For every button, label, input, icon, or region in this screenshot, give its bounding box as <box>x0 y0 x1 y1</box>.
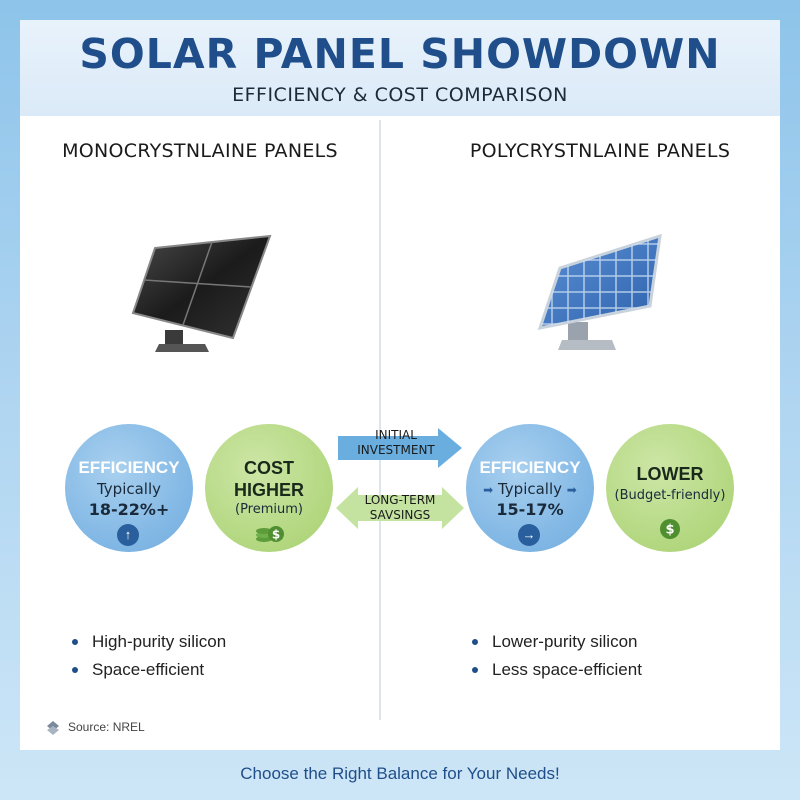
poly-column-title: POLYCRYSTNLAINE PANELS <box>469 140 731 162</box>
list-item: Lower-purity silicon <box>472 628 642 656</box>
poly-cost-label: LOWER <box>636 464 704 484</box>
list-item: Space-efficient <box>72 656 226 684</box>
poly-cost-note: (Budget-friendly) <box>614 488 726 503</box>
mono-bullet-list: High-purity silicon Space-efficient <box>72 628 226 684</box>
footer-tagline: Choose the Right Balance for Your Needs! <box>240 764 560 783</box>
bullet-dot <box>72 667 78 673</box>
initial-investment-line1: INITIAL <box>375 428 417 442</box>
svg-text:$: $ <box>272 528 280 542</box>
source-text: Source: NREL <box>68 720 145 734</box>
column-divider <box>379 120 381 720</box>
long-term-savings-line2: SAVSINGS <box>369 508 431 522</box>
header-banner: SOLAR PANEL SHOWDOWN EFFICIENCY & COST C… <box>20 20 780 116</box>
poly-bullet-text: Less space-efficient <box>492 660 642 679</box>
mono-efficiency-circle: EFFICIENCY Typically 18-22%+ ↑ <box>65 424 193 552</box>
page-subtitle: EFFICIENCY & COST COMPARISON <box>232 84 568 106</box>
small-arrow-right-icon: ➡ <box>483 483 494 497</box>
mono-efficiency-value: 18-22%+ <box>88 500 170 519</box>
page-title: SOLAR PANEL SHOWDOWN <box>79 30 721 78</box>
poly-efficiency-label: EFFICIENCY <box>479 458 581 477</box>
list-item: High-purity silicon <box>72 628 226 656</box>
source-logo-icon <box>47 721 59 735</box>
initial-investment-line2: INVESTMENT <box>357 443 435 457</box>
mono-cost-note: (Premium) <box>235 502 303 517</box>
poly-cost-circle: LOWER (Budget-friendly) $ <box>606 424 734 552</box>
poly-efficiency-typically: Typically <box>497 480 563 498</box>
dollar-icon: $ <box>660 519 680 539</box>
svg-text:$: $ <box>665 523 674 538</box>
small-arrow-right-icon: ➡ <box>566 483 577 497</box>
arrow-right-icon: → <box>518 524 540 546</box>
coins-dollar-icon: $ <box>256 526 284 542</box>
mono-cost-value: HIGHER <box>233 480 304 500</box>
infographic-card: SOLAR PANEL SHOWDOWN EFFICIENCY & COST C… <box>20 20 780 750</box>
long-term-savings-label: LONG-TERM SAVSINGS <box>350 493 450 523</box>
monocrystalline-panel-icon <box>131 234 272 352</box>
mono-bullet-text: High-purity silicon <box>92 632 227 651</box>
poly-bullet-list: Lower-purity silicon Less space-efficien… <box>472 628 642 684</box>
arrow-up-icon: ↑ <box>117 524 139 546</box>
mono-efficiency-label: EFFICIENCY <box>78 458 180 477</box>
mono-column-title: MONOCRYSTNLAINE PANELS <box>62 140 338 162</box>
poly-bullet-text: Lower-purity silicon <box>492 632 638 651</box>
bullet-dot <box>472 667 478 673</box>
poly-efficiency-line1: ➡ Typically ➡ <box>466 480 594 498</box>
initial-investment-arrow <box>338 428 462 468</box>
initial-investment-label: INITIAL INVESTMENT <box>344 428 448 458</box>
mono-cost-circle: COST HIGHER (Premium) $ <box>205 424 333 552</box>
mono-efficiency-line1: Typically <box>96 480 162 498</box>
polycrystalline-panel-icon <box>537 233 662 350</box>
mono-bullet-text: Space-efficient <box>92 660 205 679</box>
long-term-savings-arrow <box>336 487 464 529</box>
list-item: Less space-efficient <box>472 656 642 684</box>
bullet-dot <box>472 639 478 645</box>
poly-efficiency-value: 15-17% <box>496 500 564 519</box>
long-term-savings-line1: LONG-TERM <box>364 493 436 507</box>
poly-efficiency-circle: EFFICIENCY ➡ Typically ➡ 15-17% → <box>466 424 594 552</box>
mono-cost-label: COST <box>243 458 294 478</box>
source-note: Source: NREL <box>44 718 145 736</box>
bullet-dot <box>72 639 78 645</box>
